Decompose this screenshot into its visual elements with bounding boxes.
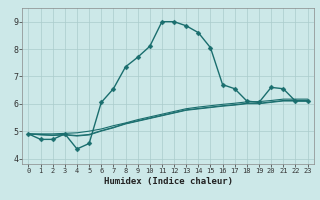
X-axis label: Humidex (Indice chaleur): Humidex (Indice chaleur) xyxy=(103,177,233,186)
